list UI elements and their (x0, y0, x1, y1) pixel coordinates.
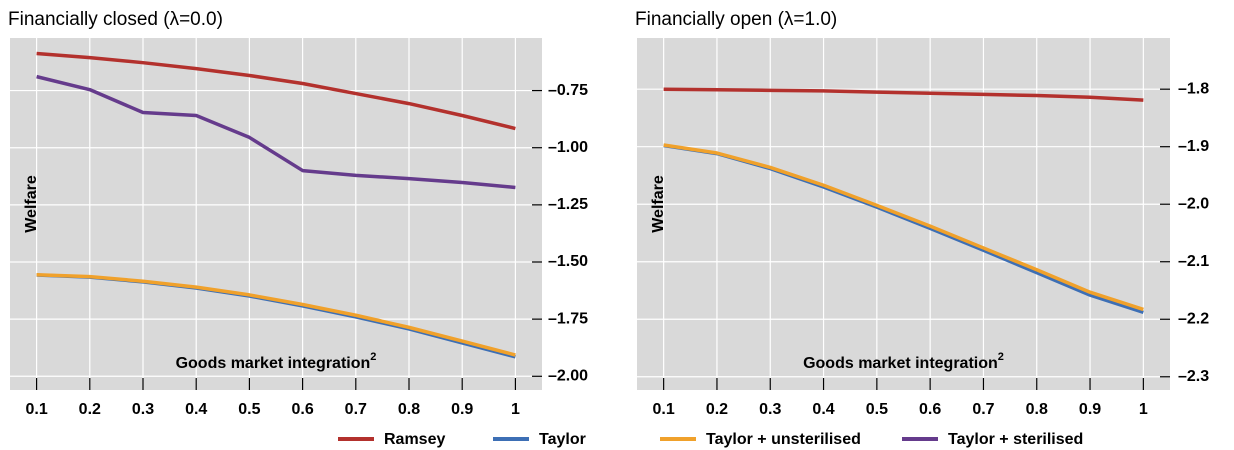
x-axis-label-sup: 2 (998, 351, 1004, 363)
y-tick-label: –1.25 (548, 196, 588, 213)
x-axis-label-text: Goods market integration (803, 355, 998, 372)
y-axis-label: Welfare (650, 175, 667, 233)
y-tick-label: –2.3 (1178, 368, 1209, 385)
y-axis-label: Welfare (23, 175, 40, 233)
y-tick-label: –1.8 (1178, 80, 1209, 97)
series-line (663, 143, 1144, 312)
x-tick-label: 0.3 (132, 401, 154, 418)
x-tick-label: 0.1 (653, 401, 675, 418)
x-tick-label: 0.5 (866, 401, 888, 418)
y-tick-label: –1.00 (548, 139, 588, 156)
x-tick-label: 0.9 (451, 401, 473, 418)
panel-title: Financially closed (λ=0.0) (8, 9, 223, 30)
series-line (663, 87, 1144, 102)
x-tick-label: 0.6 (919, 401, 941, 418)
x-tick-label: 0.9 (1079, 401, 1101, 418)
x-axis-label: Goods market integration2 (176, 351, 377, 372)
x-axis-label: Goods market integration2 (803, 351, 1004, 372)
legend-label: Taylor + sterilised (948, 431, 1083, 448)
x-tick-label: 0.4 (185, 401, 207, 418)
x-tick-label: 0.8 (398, 401, 420, 418)
legend-label: Taylor (539, 431, 586, 448)
y-tick-label: –2.0 (1178, 195, 1209, 212)
x-tick-label: 0.7 (345, 401, 367, 418)
x-tick-label: 0.7 (972, 401, 994, 418)
legend-label: Ramsey (384, 431, 445, 448)
y-tick-label: –1.50 (548, 253, 588, 270)
x-axis-label-text: Goods market integration (176, 355, 371, 372)
y-tick-label: –2.2 (1178, 310, 1209, 327)
x-tick-label: 1 (511, 401, 520, 418)
x-tick-label: 0.5 (238, 401, 260, 418)
x-tick-label: 0.8 (1026, 401, 1048, 418)
y-tick-label: –1.75 (548, 310, 588, 327)
x-tick-label: 0.2 (79, 401, 101, 418)
x-tick-label: 0.2 (706, 401, 728, 418)
x-tick-label: 0.1 (25, 401, 47, 418)
y-tick-label: –2.00 (548, 368, 588, 385)
series-line (36, 74, 516, 190)
x-axis-label-sup: 2 (370, 351, 376, 363)
legend-label: Taylor + unsterilised (706, 431, 861, 448)
x-tick-label: 0.3 (759, 401, 781, 418)
panel-title: Financially open (λ=1.0) (635, 9, 837, 30)
x-tick-label: 1 (1139, 401, 1148, 418)
series-line (36, 273, 516, 357)
plot-area (10, 38, 542, 390)
y-tick-label: –2.1 (1178, 253, 1209, 270)
y-tick-label: –0.75 (548, 82, 588, 99)
x-tick-label: 0.6 (291, 401, 313, 418)
series-line (36, 51, 516, 131)
x-tick-label: 0.4 (812, 401, 834, 418)
y-tick-label: –1.9 (1178, 138, 1209, 155)
